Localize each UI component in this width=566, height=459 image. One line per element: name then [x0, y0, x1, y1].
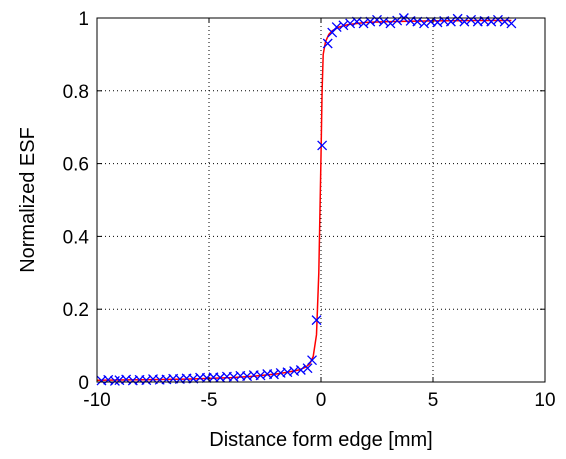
data-point-marker	[322, 38, 333, 49]
y-tick-labels: 0 0.2 0.4 0.6 0.8 1	[63, 9, 90, 394]
data-point-marker	[385, 18, 396, 29]
x-axis-label: Distance form edge [mm]	[209, 429, 432, 451]
data-point-marker	[459, 16, 470, 27]
data-point-marker	[317, 140, 328, 151]
data-point-marker	[302, 363, 313, 374]
data-point-marker	[378, 16, 389, 27]
data-point-marker	[295, 365, 306, 375]
data-point-marker	[345, 18, 356, 29]
data-point-marker	[327, 27, 338, 38]
x-tick-label: 5	[428, 390, 439, 411]
y-tick-label: 0	[78, 373, 89, 394]
data-point-marker	[358, 18, 369, 29]
data-point-marker	[307, 355, 317, 366]
x-tick-label: 10	[534, 390, 555, 411]
data-point-marker	[372, 14, 382, 25]
data-point-marker	[311, 315, 322, 326]
y-tick-label: 0.2	[63, 300, 89, 321]
x-tick-label: -5	[201, 390, 218, 411]
y-tick-label: 0.6	[63, 155, 89, 176]
data-point-marker	[506, 18, 517, 29]
data-point-marker	[419, 18, 429, 29]
data-point-marker	[452, 13, 463, 24]
axis-ticks	[96, 17, 546, 383]
data-point-marker	[486, 16, 497, 27]
data-point-marker	[466, 14, 477, 25]
data-point-marker	[338, 20, 349, 31]
x-tick-label: 0	[316, 390, 327, 411]
data-point-marker	[445, 16, 456, 27]
plot-background	[97, 18, 545, 382]
data-point-marker	[351, 16, 362, 27]
y-tick-label: 1	[78, 9, 89, 30]
data-point-marker	[331, 22, 342, 33]
y-axis-label: Normalized ESF	[17, 127, 39, 273]
y-tick-label: 0.8	[63, 82, 89, 103]
data-point-marker	[493, 14, 503, 25]
data-point-marker	[365, 16, 376, 27]
data-point-marker	[499, 16, 510, 27]
x-tick-label: -10	[83, 390, 110, 411]
data-point-marker	[412, 16, 423, 27]
x-tick-labels: -10 -5 0 5 10	[83, 390, 555, 411]
y-tick-label: 0.4	[63, 227, 90, 248]
